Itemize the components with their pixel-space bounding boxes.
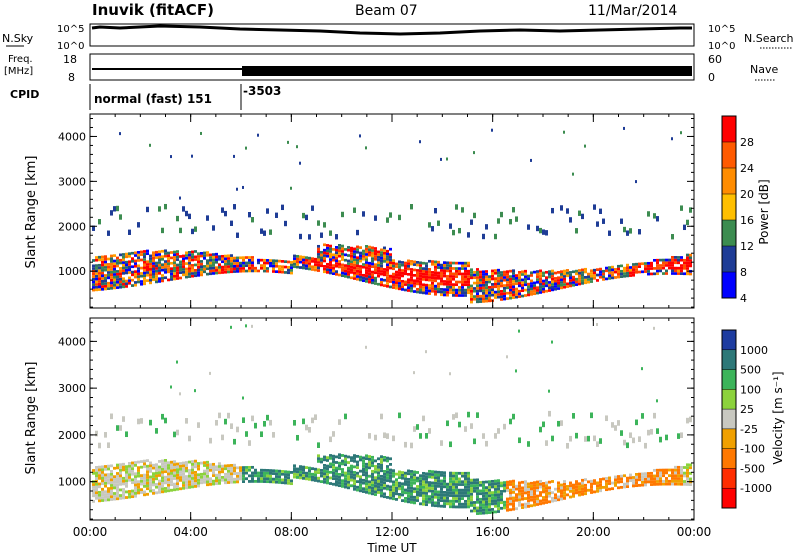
cpid-row: CPID normal (fast) 151 -3503 [10, 84, 281, 110]
power-ytick-label: 1000 [58, 265, 86, 278]
velocity-ylabel: Slant Range [km] [24, 362, 39, 475]
nsearch-label: N.Search [744, 32, 794, 45]
time-tick-label: 12:00 [375, 525, 410, 539]
nave-trace [242, 66, 692, 76]
velocity-colorbar-label: Velocity [m s⁻¹] [771, 371, 785, 464]
power-colorbar-swatch [722, 168, 736, 195]
nsky-panel: N.Sky 10^5 10^0 10^5 10^0 N.Search [2, 23, 794, 52]
time-tick-label: 16:00 [475, 525, 510, 539]
velocity-colorbar-swatch [722, 409, 736, 430]
power-colorbar-swatch [722, 220, 736, 247]
freq-panel: Freq. [MHz] 18 8 60 0 Nave [4, 53, 778, 84]
date-label: 11/Mar/2014 [588, 3, 677, 19]
power-colorbar: 28 24 20 16 12 8 4 [721, 115, 754, 305]
power-colorbar-label: Power [dB] [757, 179, 771, 244]
velocity-colorbar: 1000 500 100 25 -25 -100 -500 -1000 [721, 329, 772, 509]
nave-tick-top: 60 [708, 53, 722, 66]
time-tick-label: 00:00 [73, 525, 108, 539]
velocity-colorbar-tick: 1000 [740, 344, 768, 357]
power-colorbar-swatch [722, 116, 736, 143]
power-colorbar-swatch [722, 142, 736, 169]
freq-label: Freq. [8, 54, 33, 65]
power-heatmap [92, 126, 692, 304]
velocity-colorbar-tick: 25 [740, 403, 754, 416]
nsky-tick-top: 10^5 [57, 24, 84, 35]
freq-tick-top: 18 [63, 53, 77, 66]
nsky-tick-bottom: 10^0 [57, 41, 84, 52]
time-tick-label: 04:00 [173, 525, 208, 539]
velocity-colorbar-tick: -1000 [740, 482, 772, 495]
power-colorbar-tick: 20 [740, 188, 754, 201]
freq-tick-bottom: 8 [68, 71, 75, 84]
time-axis: 00:00 04:00 08:00 12:00 16:00 20:00 00:00 [73, 114, 712, 539]
power-colorbar-tick: 8 [740, 266, 747, 279]
beam-label: Beam 07 [355, 3, 418, 19]
velocity-colorbar-swatch [722, 468, 736, 489]
velocity-heatmap [92, 323, 692, 515]
velocity-colorbar-swatch [722, 448, 736, 469]
velocity-colorbar-swatch [722, 389, 736, 410]
nave-label: Nave [750, 63, 778, 76]
nsearch-tick-top: 10^5 [708, 24, 735, 35]
velocity-ytick-label: 2000 [58, 429, 86, 442]
power-panel: 1000 2000 3000 4000 Slant Range [km] 28 24 20… [24, 113, 771, 309]
station-title: Inuvik (fitACF) [92, 1, 214, 19]
velocity-colorbar-swatch [722, 330, 736, 351]
velocity-colorbar-tick: 100 [740, 383, 761, 396]
velocity-colorbar-tick: 500 [740, 364, 761, 377]
power-ytick-label: 4000 [58, 130, 86, 143]
velocity-colorbar-tick: -100 [740, 443, 765, 456]
velocity-colorbar-swatch [722, 488, 736, 509]
power-colorbar-tick: 4 [740, 292, 747, 305]
time-axis-label: Time UT [366, 541, 417, 554]
velocity-colorbar-tick: -500 [740, 462, 765, 475]
nave-tick-bottom: 0 [708, 71, 715, 84]
velocity-colorbar-tick: -25 [740, 423, 758, 436]
time-tick-label: 00:00 [677, 525, 712, 539]
velocity-panel: 1000 2000 3000 4000 Slant Range [km] 1000 50… [24, 317, 785, 521]
velocity-colorbar-swatch [722, 369, 736, 390]
power-colorbar-swatch [722, 194, 736, 221]
power-colorbar-swatch [722, 246, 736, 273]
power-ytick-label: 2000 [58, 220, 86, 233]
velocity-colorbar-swatch [722, 349, 736, 371]
nsearch-tick-bottom: 10^0 [708, 41, 735, 52]
power-ylabel: Slant Range [km] [24, 156, 39, 269]
velocity-ytick-label: 4000 [58, 335, 86, 348]
power-ytick-label: 3000 [58, 175, 86, 188]
power-colorbar-tick: 28 [740, 136, 754, 149]
cpid-entry-1: -3503 [243, 84, 281, 98]
cpid-label: CPID [10, 88, 39, 101]
power-colorbar-tick: 24 [740, 162, 754, 175]
nsky-label: N.Sky [2, 32, 34, 45]
power-colorbar-tick: 12 [740, 240, 754, 253]
freq-unit: [MHz] [4, 66, 33, 77]
velocity-ytick-label: 3000 [58, 382, 86, 395]
power-colorbar-swatch [722, 272, 736, 299]
nsky-trace [91, 24, 692, 36]
velocity-colorbar-swatch [722, 428, 736, 450]
time-tick-label: 20:00 [576, 525, 611, 539]
power-colorbar-tick: 16 [740, 214, 754, 227]
velocity-ytick-label: 1000 [58, 476, 86, 489]
time-tick-label: 08:00 [274, 525, 309, 539]
cpid-entry-0: normal (fast) 151 [94, 92, 212, 106]
